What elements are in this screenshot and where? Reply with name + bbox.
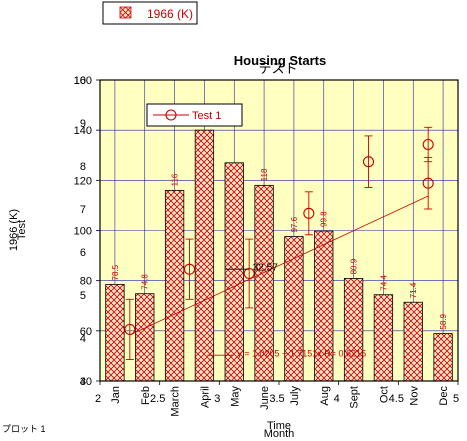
bar-value-label: 74.8: [141, 274, 150, 290]
bar-x-axis-title: Month: [264, 428, 295, 440]
bar-y-tick-label: 80: [80, 276, 92, 288]
bar-value-label: 58.9: [439, 313, 448, 329]
scatter-y-tick-label: 6: [80, 247, 86, 259]
bar-value-label: 99.8: [320, 211, 329, 227]
fit-equation-label: y = 1.0205 + 1.7151x R= 0.6215: [237, 348, 366, 358]
bar-category-label: May: [229, 386, 241, 407]
axis-ticks: 40 60 80 100 120 140 160 3 4 5 6 7 8 9 10 2 2.5 3 3.5 4 4.5 5…: [74, 75, 459, 417]
scatter-x-tick-label: 5: [453, 393, 459, 405]
legend-button[interactable]: 1966 (K): [102, 1, 198, 25]
scatter-y-tick-label: 4: [80, 333, 86, 345]
bar: [373, 294, 394, 382]
crosshatch-swatch-pattern: [119, 6, 132, 19]
scatter-x-tick-label: 2.5: [150, 393, 165, 405]
bar: [105, 284, 125, 382]
scatter-point: [422, 138, 434, 151]
bar-y-axis-title: 1966 (K): [8, 209, 20, 251]
bar: [433, 333, 453, 382]
bar-category-label: March: [170, 386, 182, 417]
bar-y-tick-label: 40: [80, 376, 92, 388]
scatter-point: [362, 156, 375, 168]
scatter-point: [124, 323, 136, 335]
scatter-point: [422, 177, 434, 189]
point-annotation: 32.57: [253, 262, 278, 273]
bar-y-tick-label: 120: [74, 175, 92, 187]
bar-category-label: Jan: [110, 386, 122, 404]
scatter-y-axis-title: Test: [16, 220, 28, 240]
scatter-y-tick-label: 5: [80, 290, 86, 302]
bar-chart-title: Housing Starts: [234, 53, 326, 68]
bar-category-label: July: [289, 386, 301, 406]
scatter-x-tick-label: 4: [334, 393, 340, 405]
scatter-point: [183, 263, 196, 275]
bar-value-label: 118: [260, 168, 269, 181]
scatter-y-tick-label: 10: [74, 75, 86, 87]
bar-category-label: April: [199, 386, 211, 408]
bar-y-tick-label: 160: [74, 75, 92, 87]
scatter-x-axis-title: Time: [267, 420, 291, 432]
scatter-y-tick-label: 9: [80, 118, 86, 130]
bar: [314, 230, 334, 382]
bar-value-label: 97.6: [290, 216, 299, 232]
bar-category-label: Oct: [378, 386, 390, 403]
plot-footer-label: プロット 1: [2, 424, 46, 434]
bar-value-label: 78.5: [111, 264, 120, 280]
bar: [164, 189, 185, 382]
scatter-chart-title: テスト: [258, 61, 297, 76]
bar-value-label: 80.9: [350, 258, 359, 274]
scatter-x-tick-label: 2: [95, 393, 101, 405]
scatter-legend: Test 1: [146, 103, 243, 127]
bar-category-label: Dec: [438, 386, 450, 406]
bar-category-label: June: [259, 386, 271, 410]
bar-category-label: Nov: [408, 386, 420, 406]
legend-button-label: 1966 (K): [147, 7, 193, 21]
bar-category-label: Sept: [349, 386, 361, 409]
scatter-x-tick-label: 3.5: [269, 393, 284, 405]
bar-category-label: Aug: [319, 386, 331, 406]
scatter-x-tick-label: 4.5: [389, 393, 404, 405]
bar-y-tick-label: 100: [74, 226, 92, 238]
bar-value-label: 74.4: [379, 275, 388, 291]
bar: [343, 278, 364, 382]
bar-value-label: 71.4: [409, 282, 418, 298]
fit-line: [129, 195, 429, 336]
bar-y-tick-label: 140: [74, 125, 92, 137]
bar-category-label: Feb: [140, 386, 152, 405]
scatter-series: 32.57 y = 1.0205 + 1.7151x R= 0.6215 Test …: [124, 103, 434, 360]
bar: [135, 293, 155, 382]
scatter-y-tick-label: 8: [80, 161, 86, 173]
bar-value-label: 116: [171, 173, 180, 186]
scatter-x-tick-label: 3: [214, 393, 220, 405]
scatter-point: [303, 207, 315, 219]
bar: [194, 129, 215, 382]
scatter-y-tick-label: 7: [80, 204, 86, 216]
scatter-point: [243, 267, 255, 280]
scatter-y-tick-label: 3: [80, 376, 86, 388]
bar-series: 78.5 74.8 116 118 97.6 99.8 80.9 74.4 71.4 58.9: [105, 129, 453, 382]
scatter-legend-label: Test 1: [192, 110, 221, 122]
scatter-legend-marker-icon: [165, 109, 177, 121]
bar-y-tick-label: 60: [80, 326, 92, 338]
bar: [403, 301, 423, 382]
